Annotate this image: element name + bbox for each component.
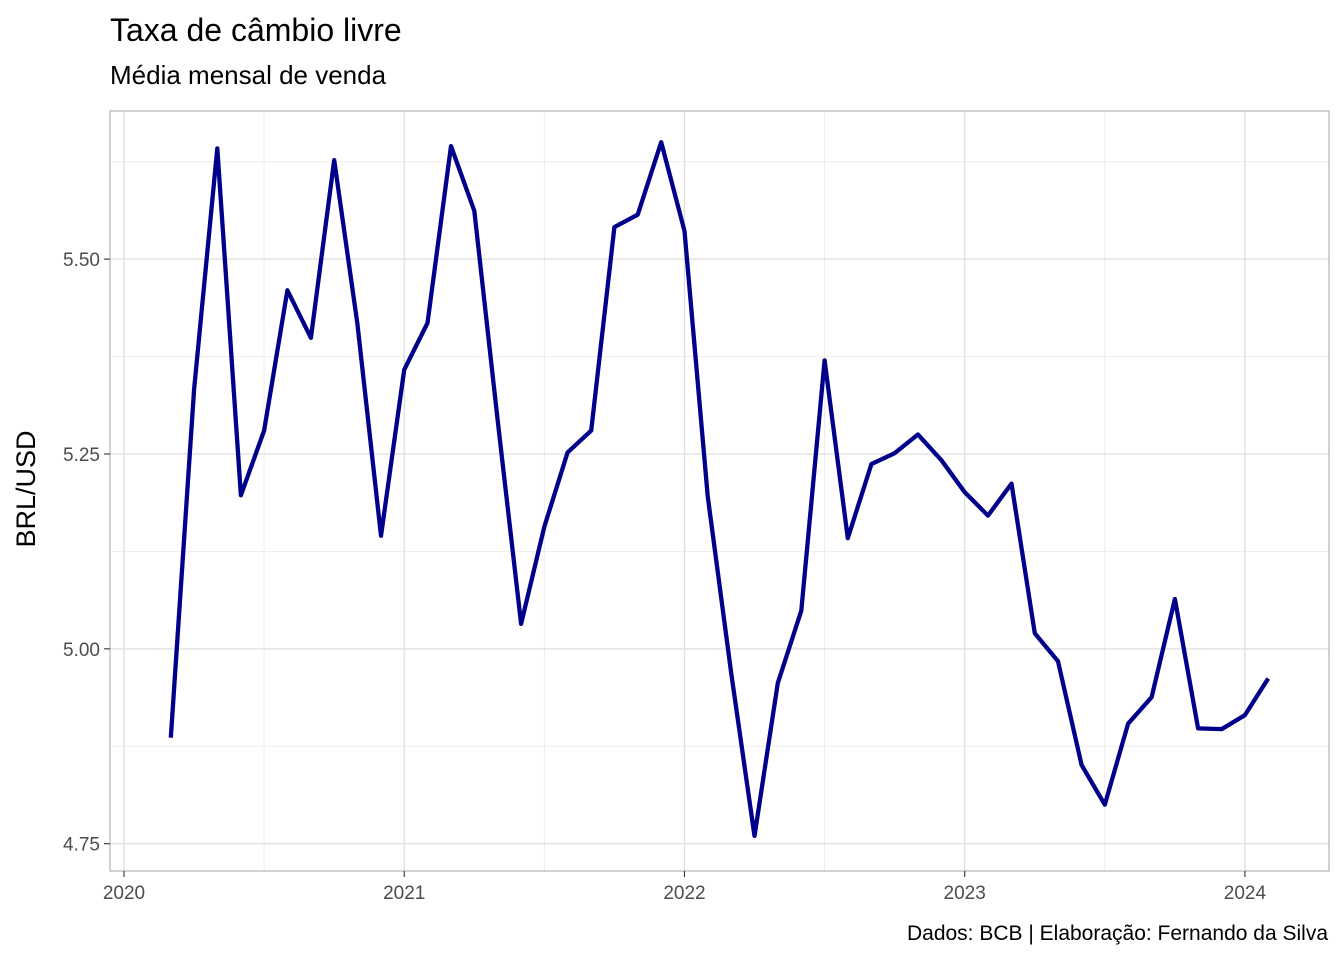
y-axis-title: BRL/USD [11,430,41,547]
chart-caption: Dados: BCB | Elaboração: Fernando da Sil… [907,922,1328,945]
series-layer [168,140,1271,839]
x-tick-label: 2023 [944,883,986,904]
y-axis: 4.75 5.00 5.25 5.50 [63,250,110,856]
panel-border [109,110,1330,872]
chart-subtitle: Média mensal de venda [110,60,387,90]
series-line-0 [168,140,1271,839]
y-tick-label: 5.00 [63,640,100,661]
x-axis: 2020 2021 2022 2023 2024 [103,871,1267,904]
minor-grid [110,111,1329,871]
x-tick-label: 2020 [103,883,145,904]
major-grid [110,111,1329,871]
x-tick-label: 2021 [383,883,425,904]
y-tick-label: 5.50 [63,250,100,271]
x-tick-label: 2022 [663,883,705,904]
y-tick-label: 4.75 [63,835,100,856]
x-tick-label: 2024 [1224,883,1267,904]
y-tick-label: 5.25 [63,445,100,466]
chart-title: Taxa de câmbio livre [110,12,402,48]
